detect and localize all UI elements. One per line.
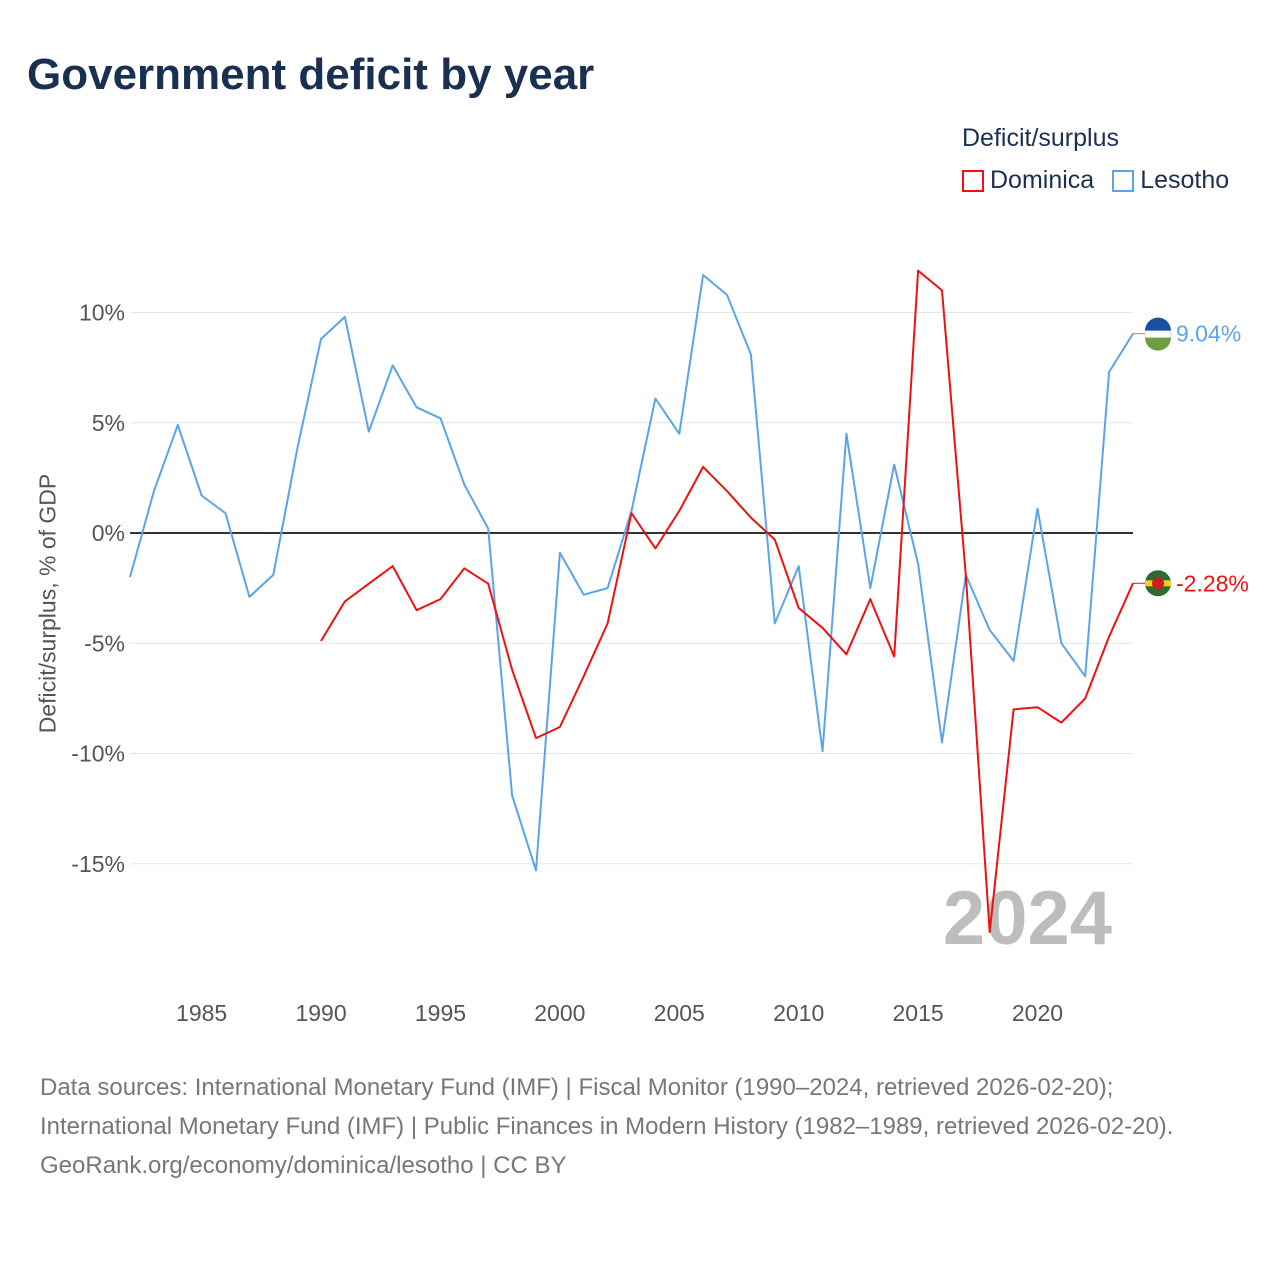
chart-title: Government deficit by year [27, 50, 595, 99]
legend-item-dominica[interactable]: Dominica [962, 166, 1094, 195]
data-sources: Data sources: International Monetary Fun… [40, 1074, 1174, 1140]
x-tick-label: 2005 [654, 1000, 705, 1026]
x-tick-label: 1985 [176, 1000, 227, 1026]
series-line-lesotho [129, 274, 1134, 872]
x-tick-label: 2020 [1012, 1000, 1063, 1026]
end-value-label: -2.28% [1176, 570, 1249, 596]
x-tick-label: 1995 [415, 1000, 466, 1026]
legend-title: Deficit/surplus [962, 124, 1119, 152]
plot-area: 10% 5% 0% -5% -10% -15% 1985 1990 1995 2000 2005 20… [71, 269, 1249, 1026]
y-tick-label: 0% [92, 520, 125, 546]
x-tick-label: 2015 [892, 1000, 943, 1026]
x-tick-label: 2000 [534, 1000, 585, 1026]
x-tick-label: 1990 [295, 1000, 346, 1026]
footer: Data sources: International Monetary Fun… [40, 1068, 1240, 1185]
legend-swatch [962, 169, 984, 192]
lesotho-flag-icon [1145, 317, 1171, 331]
y-tick-label: -15% [71, 851, 125, 877]
source-link[interactable]: GeoRank.org/economy/dominica/lesotho | C… [40, 1152, 567, 1179]
lesotho-flag-icon [1145, 337, 1171, 351]
y-tick-label: 5% [92, 410, 125, 436]
legend-label: Dominica [990, 166, 1095, 194]
year-watermark: 2024 [943, 876, 1112, 961]
end-value-label: 9.04% [1176, 321, 1241, 347]
legend-label: Lesotho [1140, 166, 1230, 194]
legend: Dominica Lesotho [962, 166, 1229, 195]
y-tick-label: 10% [79, 300, 125, 326]
series-line-dominica [320, 269, 1134, 934]
legend-item-lesotho[interactable]: Lesotho [1112, 166, 1229, 195]
legend-swatch [1112, 169, 1135, 192]
x-tick-label: 2010 [773, 1000, 824, 1026]
y-tick-label: -5% [84, 630, 125, 656]
y-tick-label: -10% [71, 741, 125, 767]
dominica-flag-icon [1152, 577, 1164, 590]
